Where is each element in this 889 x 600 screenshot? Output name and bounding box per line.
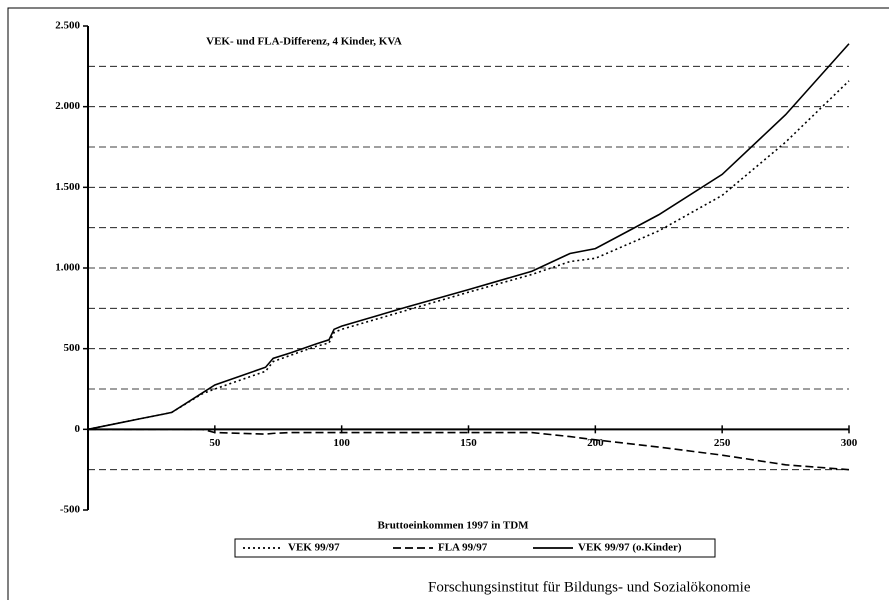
legend-label: VEK 99/97 (o.Kinder)	[578, 542, 682, 554]
y-tick-label: 500	[64, 342, 81, 354]
x-tick-label: 250	[714, 437, 731, 449]
frame	[7, 7, 889, 600]
legend-box	[234, 538, 716, 558]
x-tick-label: 300	[841, 437, 858, 449]
x-tick-label: 100	[333, 437, 350, 449]
x-tick-label: 200	[587, 437, 604, 449]
source: Forschungsinstitut für Bildungs- und Soz…	[428, 579, 751, 595]
legend-label: FLA 99/97	[438, 542, 488, 554]
x-tick-label: 150	[460, 437, 477, 449]
y-tick-label: 2.500	[55, 20, 80, 32]
x-axis-label: Bruttoeinkommen 1997 in TDM	[377, 520, 529, 532]
y-tick-label: 0	[75, 423, 81, 435]
series-line	[88, 428, 850, 471]
x-tick-label: 50	[209, 437, 221, 449]
y-tick-label: 2.000	[55, 100, 80, 112]
series-line	[87, 43, 850, 431]
chart-title: VEK- und FLA-Differenz, 4 Kinder, KVA	[206, 36, 402, 48]
y-tick-label: -500	[60, 504, 81, 516]
legend-label: VEK 99/97	[288, 542, 340, 554]
y-tick-label: 1.500	[55, 181, 80, 193]
series-line	[87, 80, 850, 431]
y-tick-label: 1.000	[55, 262, 80, 274]
